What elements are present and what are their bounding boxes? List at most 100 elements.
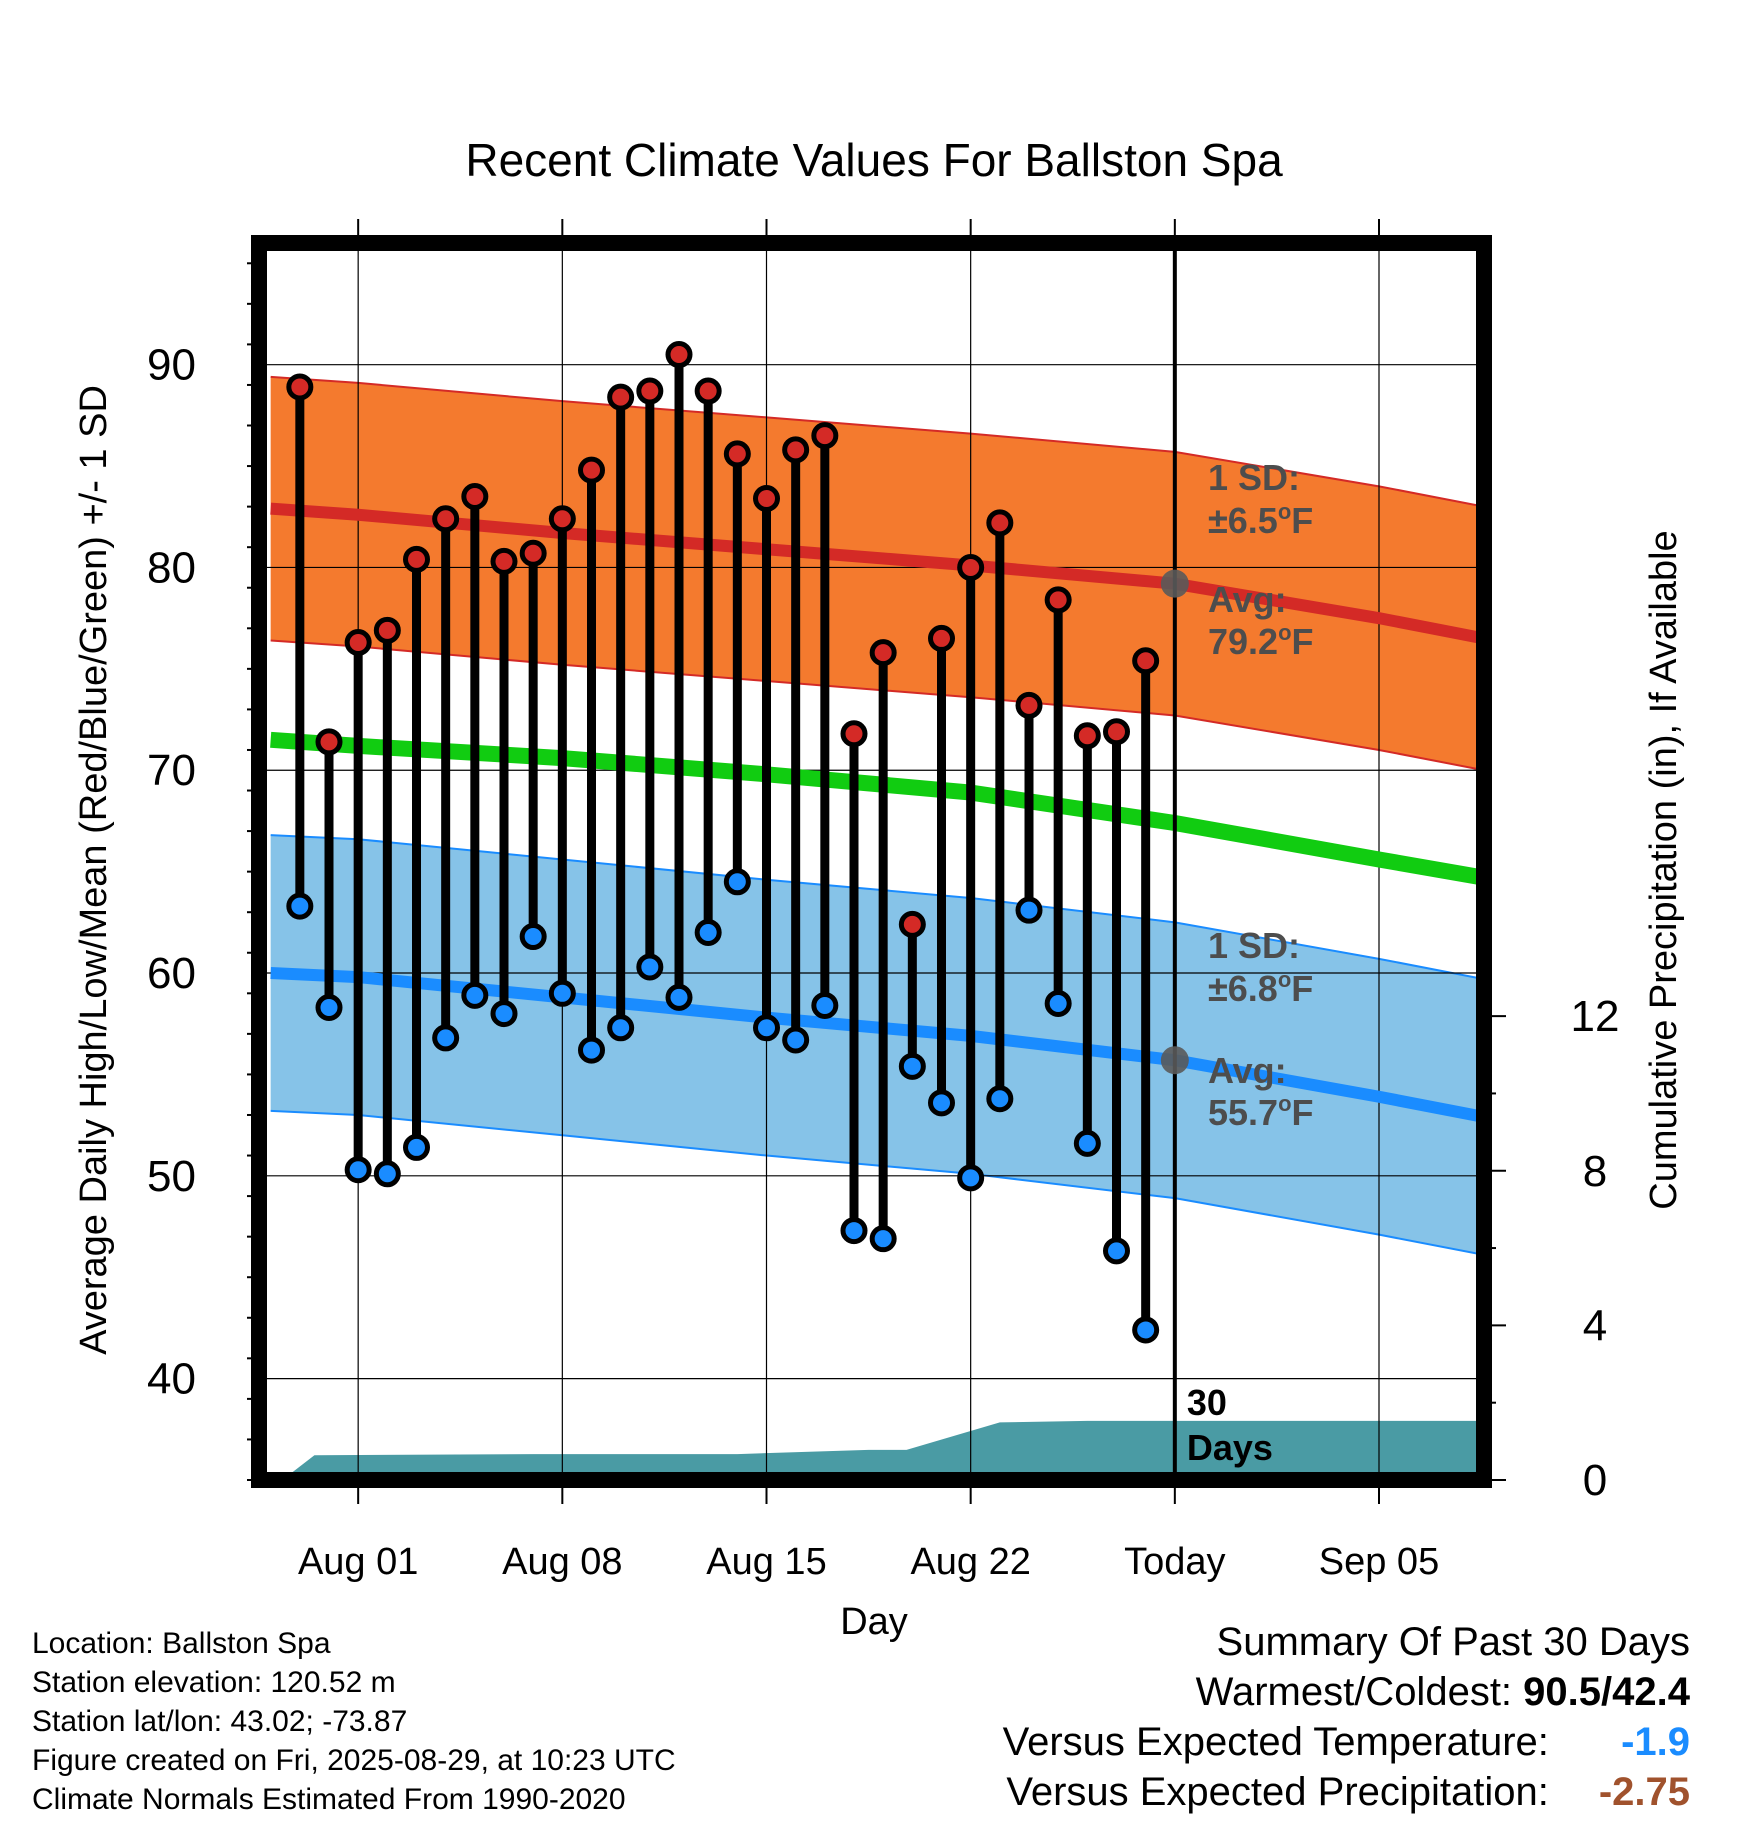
daily-low-point: [519, 923, 547, 951]
low-sd-band-upper-edge: [270, 834, 1484, 981]
daily-high-point: [490, 547, 518, 575]
high-sd-band-lower-edge: [270, 639, 1484, 772]
low-sd-value: ±6.8oF: [1208, 967, 1313, 1009]
high-sd-band-upper-edge: [270, 375, 1484, 508]
daily-low-point: [636, 953, 664, 981]
daily-low-point: [898, 1052, 926, 1080]
daily-low-point: [344, 1156, 372, 1184]
daily-low-point: [723, 868, 751, 896]
y-tick-label: 50: [147, 1152, 196, 1201]
daily-low-point: [403, 1133, 430, 1161]
daily-low-point: [1044, 989, 1072, 1017]
daily-low-point: [928, 1089, 955, 1117]
daily-high-point: [1132, 647, 1160, 675]
daily-low-point: [1132, 1316, 1160, 1344]
daily-high-point: [636, 377, 664, 405]
low-avg-value: 55.7oF: [1208, 1091, 1314, 1133]
summary-warmest-value: 90.5/42.4: [1523, 1670, 1690, 1714]
chart-title: Recent Climate Values For Ballston Spa: [465, 134, 1283, 186]
daily-high-point: [928, 624, 955, 652]
daily-high-point: [840, 720, 868, 748]
summary-precip-label: Versus Expected Precipitation:: [1006, 1770, 1549, 1814]
daily-high-point: [957, 553, 985, 581]
y-axis-label: Average Daily High/Low/Mean (Red/Blue/Gr…: [73, 385, 115, 1355]
daily-low-point: [1073, 1129, 1101, 1157]
daily-high-point: [723, 440, 751, 468]
y-tick-label: 80: [147, 543, 196, 592]
high-avg-value: 79.2oF: [1208, 620, 1314, 662]
low-sd-title: 1 SD:: [1208, 925, 1300, 966]
y-tick-label: 70: [147, 746, 196, 795]
summary-warmest: Warmest/Coldest: 90.5/42.4: [1196, 1670, 1690, 1715]
daily-low-point: [840, 1217, 868, 1245]
summary-temp: Versus Expected Temperature: -1.9: [1003, 1720, 1690, 1765]
plot-frame: [251, 235, 1492, 1488]
footer-latlon: Station lat/lon: 43.02; -73.87: [32, 1705, 408, 1738]
daily-high-point: [461, 482, 489, 510]
daily-high-point: [1103, 718, 1130, 746]
daily-low-point: [782, 1026, 810, 1054]
daily-low-point: [1103, 1237, 1130, 1265]
daily-high-point: [665, 341, 693, 369]
daily-high-point: [986, 509, 1014, 537]
daily-low-point: [578, 1036, 605, 1064]
daily-low-point: [315, 994, 343, 1022]
daily-high-point: [519, 539, 547, 567]
precipitation-area: [282, 1420, 1484, 1480]
window-label-number: 30: [1187, 1382, 1227, 1423]
summary-warmest-label: Warmest/Coldest:: [1195, 1670, 1513, 1714]
today-normal-low-marker: [1160, 1046, 1189, 1075]
daily-high-point: [578, 456, 605, 484]
daily-low-point: [1015, 896, 1043, 924]
x-tick-label: Today: [1124, 1541, 1225, 1583]
daily-high-point: [432, 505, 460, 533]
daily-low-point: [432, 1024, 460, 1052]
daily-low-point: [957, 1164, 985, 1192]
footer-location: Location: Ballston Spa: [32, 1627, 331, 1660]
daily-high-point: [286, 373, 314, 401]
y2-tick-label: 4: [1583, 1301, 1607, 1350]
summary-title: Summary Of Past 30 Days: [1216, 1620, 1690, 1664]
y-tick-label: 90: [147, 341, 196, 390]
daily-high-point: [1044, 586, 1072, 614]
daily-low-point: [286, 892, 314, 920]
high-sd-title: 1 SD:: [1208, 457, 1300, 498]
daily-high-point: [344, 628, 372, 656]
daily-low-point: [607, 1014, 635, 1042]
daily-low-point: [811, 991, 839, 1019]
daily-high-point: [1073, 722, 1101, 750]
high-avg-title: Avg:: [1208, 579, 1287, 620]
footer-created: Figure created on Fri, 2025-08-29, at 10…: [32, 1744, 676, 1777]
x-tick-label: Aug 15: [706, 1541, 826, 1583]
x-tick-label: Sep 05: [1319, 1541, 1439, 1583]
x-tick-label: Aug 01: [298, 1541, 418, 1583]
y-tick-label: 60: [147, 949, 196, 998]
daily-low-point: [869, 1225, 897, 1253]
daily-high-point: [607, 383, 635, 411]
daily-high-point: [811, 422, 839, 450]
daily-low-point: [490, 1000, 518, 1028]
normal-high-line: [270, 502, 1484, 645]
y2-axis-label: Cumulative Precipitation (in), If Availa…: [1643, 530, 1685, 1209]
daily-high-point: [315, 728, 343, 756]
y2-tick-label: 0: [1583, 1456, 1607, 1505]
daily-low-point: [694, 918, 722, 946]
x-tick-label: Aug 08: [502, 1541, 622, 1583]
daily-high-point: [373, 616, 401, 644]
footer-normals: Climate Normals Estimated From 1990-2020: [32, 1783, 626, 1816]
normal-low-line: [270, 967, 1484, 1123]
window-label-days: Days: [1187, 1427, 1273, 1468]
daily-high-point: [548, 505, 576, 533]
daily-low-point: [461, 981, 489, 1009]
plot-area: [259, 243, 1484, 1480]
x-tick-label: Aug 22: [910, 1541, 1030, 1583]
summary-precip: Versus Expected Precipitation: -2.75: [1006, 1770, 1690, 1815]
low-sd-band-lower-edge: [270, 1109, 1484, 1256]
daily-high-point: [869, 639, 897, 667]
daily-low-point: [548, 979, 576, 1007]
x-axis-label: Day: [840, 1601, 908, 1643]
y2-tick-label: 8: [1583, 1147, 1607, 1196]
footer-elevation: Station elevation: 120.52 m: [32, 1666, 396, 1699]
high-sd-band: [270, 376, 1484, 771]
